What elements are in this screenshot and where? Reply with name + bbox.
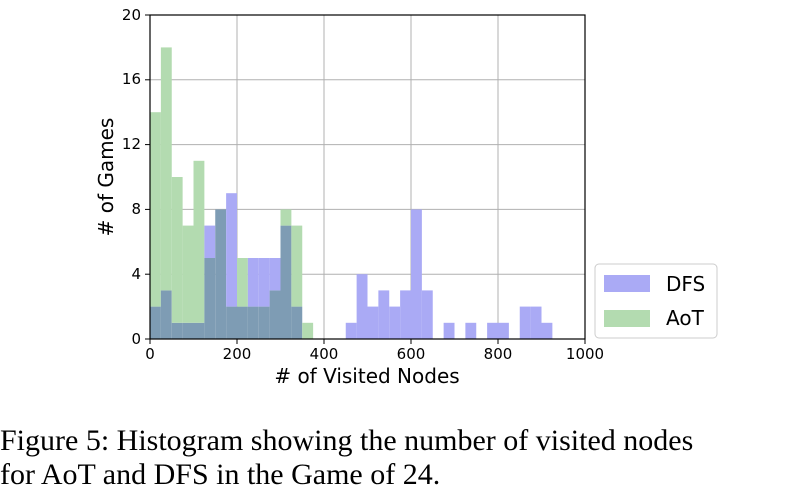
bar-overlap: [269, 290, 281, 339]
bar-dfs: [367, 306, 379, 339]
bar-dfs: [378, 290, 390, 339]
bar-overlap: [182, 322, 194, 339]
x-axis-label: # of Visited Nodes: [274, 364, 459, 388]
bar-dfs: [345, 322, 357, 339]
bar-overlap: [291, 306, 303, 339]
bar-overlap: [280, 225, 292, 339]
bar-dfs: [541, 322, 553, 339]
bar-dfs: [487, 322, 498, 339]
y-tick-label: 16: [122, 70, 141, 88]
bar-aot: [193, 160, 205, 323]
bar-dfs: [400, 290, 411, 339]
x-tick-label: 800: [484, 345, 513, 363]
bar-aot: [302, 322, 314, 339]
bar-overlap: [247, 306, 259, 339]
bar-aot: [171, 177, 183, 323]
figure-caption: Figure 5: Histogram showing the number o…: [0, 424, 812, 492]
y-tick-label: 0: [131, 330, 141, 348]
legend-swatch-aot: [604, 310, 650, 327]
bar-dfs: [356, 274, 368, 339]
bar-aot: [182, 225, 194, 323]
bar-dfs: [443, 322, 455, 339]
bar-overlap: [160, 290, 172, 339]
histogram-bars: [150, 47, 553, 339]
bar-overlap: [237, 306, 248, 339]
y-tick-label: 20: [122, 6, 141, 24]
bar-overlap: [150, 306, 161, 339]
bar-aot: [237, 258, 248, 307]
bar-aot: [280, 209, 292, 226]
bar-overlap: [258, 306, 270, 339]
axis-ticks: [145, 14, 586, 344]
y-tick-label: 8: [131, 200, 141, 218]
bar-dfs: [226, 193, 237, 307]
bar-dfs: [498, 322, 509, 339]
bar-dfs: [530, 306, 542, 339]
x-tick-label: 600: [397, 345, 426, 363]
bar-dfs: [465, 322, 477, 339]
y-axis-label: # of Games: [94, 118, 118, 237]
bar-dfs: [269, 258, 281, 291]
caption-line-2: for AoT and DFS in the Game of 24.: [0, 458, 441, 491]
bar-dfs: [247, 258, 259, 307]
bar-dfs: [258, 258, 270, 307]
legend-swatch-dfs: [604, 275, 650, 292]
bar-dfs: [411, 209, 422, 339]
x-tick-label: 400: [310, 345, 339, 363]
legend-label-dfs: DFS: [666, 272, 705, 296]
y-tick-label: 12: [122, 135, 141, 153]
x-tick-label: 1000: [566, 345, 604, 363]
bar-aot: [150, 112, 161, 307]
bar-dfs: [421, 290, 433, 339]
bar-aot: [291, 225, 303, 307]
caption-line-1: Figure 5: Histogram showing the number o…: [0, 424, 694, 457]
bar-overlap: [171, 322, 183, 339]
bar-overlap: [215, 209, 227, 339]
legend: DFS AoT: [594, 263, 718, 339]
legend-label-aot: AoT: [666, 306, 705, 330]
histogram-chart: 0 200 400 600 800 1000 0 4 8 12 16 20 # …: [94, 6, 718, 388]
bar-dfs: [389, 306, 401, 339]
y-tick-label: 4: [131, 265, 141, 283]
bar-overlap: [204, 258, 216, 339]
bar-dfs: [519, 306, 531, 339]
x-tick-label: 0: [145, 345, 155, 363]
x-tick-label: 200: [223, 345, 252, 363]
plot-frame: [149, 14, 586, 340]
bar-overlap: [193, 322, 205, 339]
bar-aot: [160, 47, 172, 291]
bar-overlap: [226, 306, 237, 339]
bar-dfs: [204, 225, 216, 258]
